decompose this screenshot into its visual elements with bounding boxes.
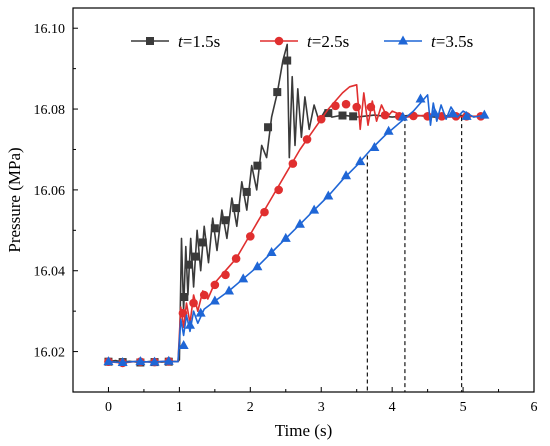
data-point: [383, 125, 394, 135]
x-tick-label: 5: [460, 400, 467, 415]
data-point: [210, 224, 219, 233]
x-tick-label: 6: [531, 400, 538, 415]
data-point: [260, 207, 269, 217]
data-point: [380, 110, 390, 120]
data-point: [415, 93, 426, 103]
data-point: [209, 295, 220, 305]
data-point: [366, 102, 376, 112]
legend-label: t=1.5s: [178, 32, 220, 51]
y-axis: 16.02 16.04 16.06 16.08 16.10: [34, 22, 78, 393]
x-tick-label: 1: [176, 400, 183, 415]
series: [103, 93, 490, 366]
data-point: [238, 273, 249, 283]
y-tick-label: 16.04: [34, 265, 66, 280]
data-point: [117, 356, 128, 366]
series-line: [108, 94, 485, 364]
data-point: [479, 109, 490, 119]
series-line: [108, 43, 485, 364]
data-point: [274, 185, 283, 195]
data-point: [447, 108, 458, 118]
legend-label: t=2.5s: [307, 32, 349, 51]
data-point: [210, 280, 220, 290]
data-point: [280, 232, 291, 242]
legend-item: t=2.5s: [260, 32, 349, 51]
data-point: [221, 270, 230, 280]
data-point: [184, 260, 193, 269]
data-point: [294, 218, 305, 228]
data-point: [149, 356, 160, 366]
data-point: [231, 254, 241, 263]
data-point: [341, 170, 352, 180]
data-point: [273, 88, 282, 97]
y-axis-title: Pressure (MPa): [5, 147, 24, 252]
data-point: [198, 238, 207, 247]
plot-frame: [72, 7, 535, 393]
legend-item: t=3.5s: [384, 32, 473, 51]
data-point: [369, 141, 380, 151]
data-point: [324, 109, 333, 118]
data-point: [185, 319, 196, 329]
data-point: [302, 135, 312, 144]
data-point: [316, 114, 326, 124]
data-point: [163, 355, 174, 365]
data-point: [352, 102, 361, 112]
legend-label: t=3.5s: [431, 32, 473, 51]
data-point: [242, 187, 251, 196]
data-point: [232, 204, 241, 213]
y-tick-label: 16.10: [34, 22, 66, 37]
data-point: [349, 112, 358, 121]
data-point: [341, 99, 351, 109]
series-layer: [103, 43, 490, 368]
data-point: [246, 232, 255, 241]
series: [104, 43, 485, 367]
data-point: [338, 111, 347, 120]
legend: t=1.5s t=2.5s t=3.5s: [131, 32, 473, 51]
data-point: [252, 261, 263, 271]
data-point: [178, 340, 189, 350]
data-point: [398, 35, 408, 45]
x-tick-label: 2: [247, 400, 254, 415]
data-point: [103, 356, 114, 366]
x-axis: 0 1 2 3 4 5 6: [72, 387, 538, 415]
data-point: [146, 37, 154, 45]
x-tick-label: 3: [318, 400, 325, 415]
data-point: [178, 308, 188, 318]
y-tick-label: 16.08: [34, 103, 66, 118]
x-axis-title: Time (s): [275, 421, 332, 440]
x-tick-label: 0: [105, 400, 112, 415]
reference-lines: [366, 117, 463, 392]
data-point: [135, 356, 146, 366]
data-point: [309, 204, 320, 214]
data-point: [274, 36, 284, 46]
data-point: [266, 247, 277, 257]
data-point: [264, 123, 273, 132]
data-point: [429, 107, 440, 117]
data-point: [323, 190, 334, 200]
data-point: [224, 285, 235, 295]
data-point: [331, 101, 340, 111]
y-tick-label: 16.02: [34, 346, 66, 361]
data-point: [283, 56, 292, 65]
data-point: [180, 293, 189, 302]
data-point: [221, 216, 230, 225]
x-tick-label: 4: [389, 400, 396, 415]
data-point: [189, 298, 198, 308]
data-point: [288, 159, 298, 168]
data-point: [355, 156, 366, 166]
data-point: [397, 111, 408, 121]
data-point: [199, 290, 209, 300]
data-point: [190, 252, 199, 261]
legend-item: t=1.5s: [131, 32, 220, 51]
data-point: [253, 161, 262, 170]
data-point: [461, 110, 472, 120]
data-point: [195, 307, 206, 317]
y-tick-label: 16.06: [34, 184, 66, 199]
